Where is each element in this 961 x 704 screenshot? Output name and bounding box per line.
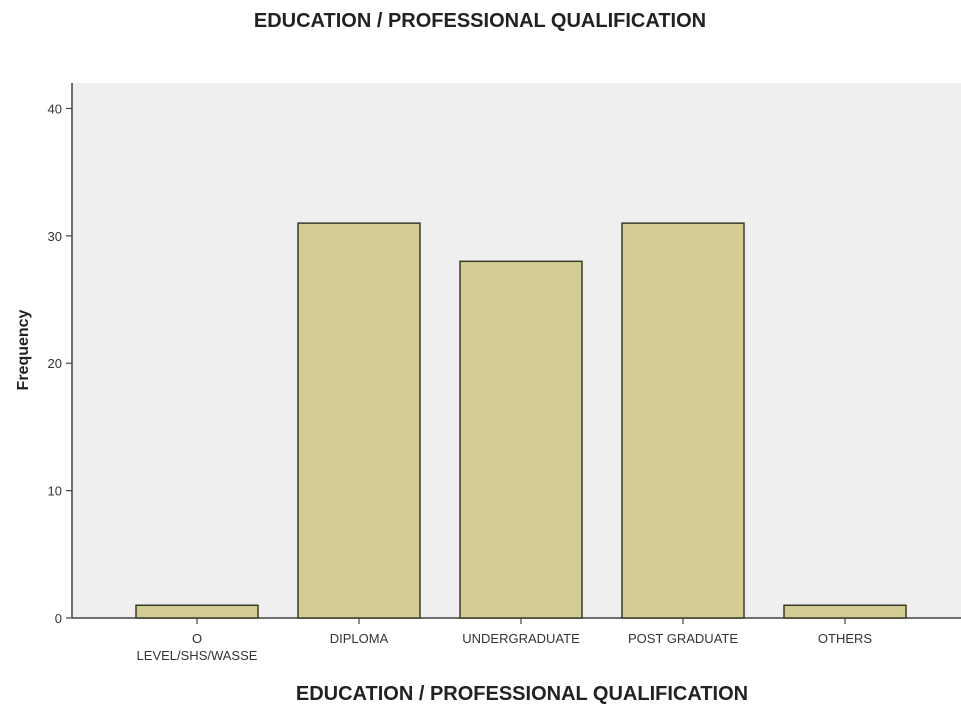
x-axis-label: EDUCATION / PROFESSIONAL QUALIFICATION	[296, 683, 748, 704]
y-tick-label: 10	[48, 484, 62, 499]
bar	[459, 260, 583, 619]
x-tick-label: OTHERS	[818, 631, 873, 646]
x-tick-label: LEVEL/SHS/WASSE	[137, 648, 258, 663]
x-tick-label: O	[192, 631, 202, 646]
x-tick-label: POST GRADUATE	[628, 631, 738, 646]
x-axis-tick-labels: O LEVEL/SHS/WASSE DIPLOMA UNDERGRADUATE POST…	[137, 618, 873, 663]
chart-title: EDUCATION / PROFESSIONAL QUALIFICATION	[254, 10, 706, 32]
bar	[783, 604, 907, 619]
bar	[135, 604, 259, 619]
x-tick-label: UNDERGRADUATE	[462, 631, 580, 646]
y-axis-ticks: 0 10 20 30 40	[48, 101, 72, 626]
y-tick-label: 40	[48, 101, 62, 116]
x-tick-label: DIPLOMA	[330, 631, 389, 646]
bars	[135, 222, 907, 619]
y-axis-label: Frequency	[15, 309, 32, 390]
y-tick-label: 20	[48, 356, 62, 371]
bar	[621, 222, 745, 619]
y-tick-label: 30	[48, 229, 62, 244]
y-tick-label: 0	[55, 611, 62, 626]
bar	[297, 222, 421, 619]
